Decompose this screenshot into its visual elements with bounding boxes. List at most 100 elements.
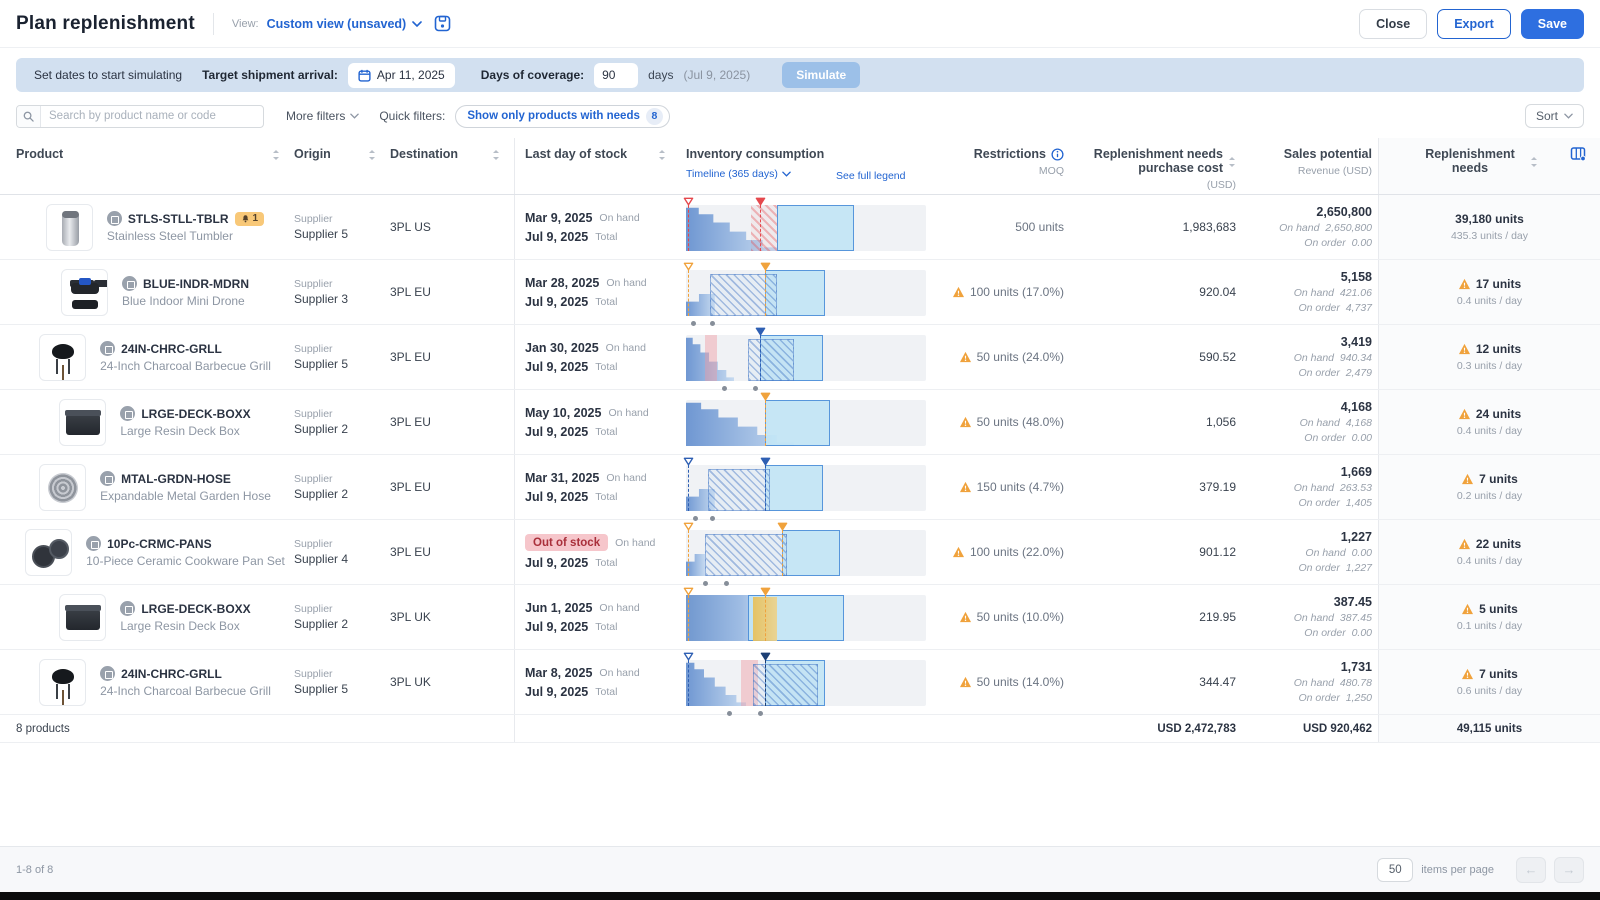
restriction-value: 50 units (48.0%) [976, 415, 1064, 429]
more-filters-button[interactable]: More filters [286, 109, 360, 123]
sales-on-hand-value: 0.00 [1351, 547, 1372, 559]
on-hand-label: On hand [605, 341, 646, 354]
export-button[interactable]: Export [1437, 8, 1511, 39]
origin-cell: Supplier Supplier 5 [294, 650, 390, 714]
replenishment-needs-cell: 17 units 0.4 units / day [1378, 260, 1600, 324]
inventory-chart[interactable] [686, 392, 926, 446]
inventory-chart-cell [680, 585, 934, 649]
see-full-legend-link[interactable]: See full legend [836, 170, 906, 182]
save-view-icon[interactable] [434, 15, 451, 32]
sales-total-value: 1,731 [1340, 660, 1372, 674]
needs-per-day-value: 0.4 units / day [1456, 425, 1523, 437]
table-row[interactable]: MTAL-GRDN-HOSE Expandable Metal Garden H… [0, 455, 1600, 521]
info-icon[interactable] [1051, 147, 1064, 161]
table-row[interactable]: 10Pc-CRMC-PANS 10-Piece Ceramic Cookware… [0, 520, 1600, 586]
inventory-chart[interactable] [683, 197, 926, 251]
needs-units-value: 24 units [1475, 407, 1522, 421]
product-name: Stainless Steel Tumbler [106, 229, 233, 243]
target-arrival-input[interactable]: Apr 11, 2025 [347, 62, 455, 88]
purchase-cost-value: 920.04 [1199, 285, 1236, 299]
sort-icon[interactable] [1530, 156, 1538, 168]
column-header-origin[interactable]: Origin [294, 138, 390, 194]
inventory-chart[interactable] [683, 262, 926, 326]
origin-value: Supplier 5 [294, 357, 349, 371]
sales-on-order-label: On order [1304, 627, 1346, 639]
table-row[interactable]: LRGE-DECK-BOXX Large Resin Deck Box Supp… [0, 390, 1600, 455]
column-settings-icon[interactable] [1570, 146, 1586, 167]
column-header-last-day[interactable]: Last day of stock [514, 138, 680, 194]
table-row[interactable]: STLS-STLL-TBLR 1 Stainless Steel Tumbler… [0, 195, 1600, 260]
sales-on-hand-value: 4,168 [1345, 417, 1372, 429]
chart-event-dot [710, 321, 715, 326]
sort-button[interactable]: Sort [1524, 104, 1584, 128]
on-hand-label: On hand [599, 601, 640, 614]
save-button[interactable]: Save [1520, 8, 1584, 39]
table-row[interactable]: 24IN-CHRC-GRLL 24-Inch Charcoal Barbecue… [0, 325, 1600, 391]
product-type-icon [100, 341, 116, 356]
purchase-cost-value: 901.12 [1199, 545, 1236, 559]
sort-icon[interactable] [1228, 156, 1236, 168]
table-row[interactable]: 24IN-CHRC-GRLL 24-Inch Charcoal Barbecue… [0, 650, 1600, 716]
product-cell: STLS-STLL-TBLR 1 Stainless Steel Tumbler [0, 195, 294, 259]
sort-icon[interactable] [492, 149, 500, 161]
column-header-purchase-label: Replenishment needs purchase cost [1093, 147, 1223, 175]
sales-potential-cell: 5,158 On hand 421.06 On order 4,737 [1246, 260, 1378, 324]
purchase-cost-cell: 1,056 [1074, 390, 1246, 454]
header-actions: Close Export Save [1359, 8, 1584, 39]
timeline-selector[interactable]: Timeline (365 days) [686, 168, 934, 180]
needs-units-value: 22 units [1475, 537, 1522, 551]
inventory-chart[interactable] [683, 522, 926, 586]
restrictions-cell: 50 units (24.0%) [934, 325, 1074, 389]
product-thumbnail [59, 398, 107, 446]
sort-icon[interactable] [658, 149, 666, 161]
sales-potential-cell: 3,419 On hand 940.34 On order 2,479 [1246, 325, 1378, 389]
quick-filter-needs-pill[interactable]: Show only products with needs 8 [455, 104, 670, 128]
origin-value: Supplier 2 [294, 617, 349, 631]
column-header-purchase-cost[interactable]: Replenishment needs purchase cost (USD) [1074, 138, 1246, 194]
inventory-chart[interactable] [686, 327, 926, 391]
needs-units-value: 12 units [1475, 342, 1522, 356]
items-per-page-input[interactable] [1377, 857, 1414, 882]
search-input[interactable] [41, 110, 263, 122]
restriction-warning-icon [952, 546, 964, 558]
column-header-destination[interactable]: Destination [390, 138, 514, 194]
inventory-chart[interactable] [683, 457, 926, 521]
sort-icon[interactable] [272, 149, 280, 161]
view-selector[interactable]: Custom view (unsaved) [267, 17, 423, 31]
sales-on-order-value: 1,227 [1345, 562, 1372, 574]
needs-warning-icon [1458, 278, 1470, 290]
needs-warning-icon [1458, 538, 1470, 550]
on-hand-label: On hand [599, 666, 640, 679]
coverage-input[interactable] [594, 62, 639, 88]
origin-value: Supplier 3 [294, 292, 349, 306]
sort-button-label: Sort [1535, 109, 1558, 123]
restrictions-cell: 50 units (48.0%) [934, 390, 1074, 454]
restriction-value: 100 units (22.0%) [969, 545, 1064, 559]
inventory-chart[interactable] [683, 587, 926, 641]
column-header-product[interactable]: Product [0, 138, 294, 194]
product-alert-badge[interactable]: 1 [234, 211, 265, 226]
purchase-cost-cell: 1,983,683 [1074, 195, 1246, 259]
last-day-total-date: Jul 9, 2025 [525, 359, 589, 374]
restriction-value: 50 units (14.0%) [976, 675, 1064, 689]
product-name: 10-Piece Ceramic Cookware Pan Set [86, 554, 285, 568]
column-header-sales-potential: Sales potential Revenue (USD) [1246, 138, 1378, 194]
column-header-replenishment-needs[interactable]: Replenishment needs [1378, 138, 1600, 194]
table-row[interactable]: BLUE-INDR-MDRN Blue Indoor Mini Drone Su… [0, 260, 1600, 326]
search-box[interactable] [16, 104, 264, 128]
product-cell: LRGE-DECK-BOXX Large Resin Deck Box [0, 585, 294, 649]
sort-icon[interactable] [368, 149, 376, 161]
chart-event-dot [758, 711, 763, 716]
product-thumbnail [59, 593, 107, 641]
close-button[interactable]: Close [1359, 8, 1428, 39]
purchase-cost-value: 344.47 [1199, 675, 1236, 689]
column-header-restrictions-label: Restrictions [973, 147, 1046, 161]
origin-type-label: Supplier [294, 408, 333, 420]
previous-page-button[interactable]: ← [1516, 856, 1546, 883]
chart-event-dot [753, 386, 759, 391]
simulate-button[interactable]: Simulate [782, 62, 861, 88]
inventory-chart[interactable] [683, 652, 926, 716]
needs-warning-icon [1458, 408, 1470, 420]
next-page-button[interactable]: → [1554, 856, 1584, 883]
table-row[interactable]: LRGE-DECK-BOXX Large Resin Deck Box Supp… [0, 585, 1600, 650]
